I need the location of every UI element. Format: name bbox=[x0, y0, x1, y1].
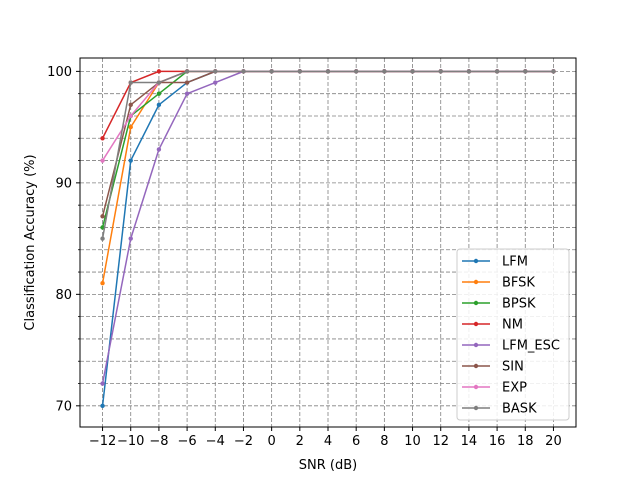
legend-item: BFSK bbox=[462, 276, 535, 291]
data-point bbox=[156, 69, 162, 74]
legend-item: SIN bbox=[462, 360, 524, 375]
x-tick-label: 14 bbox=[461, 434, 478, 449]
x-tick-label: 12 bbox=[432, 434, 449, 449]
y-tick-label: 70 bbox=[55, 399, 72, 414]
legend-item: BASK bbox=[462, 402, 537, 417]
legend-item: EXP bbox=[462, 381, 527, 396]
data-point bbox=[184, 91, 190, 96]
y-tick-label: 90 bbox=[55, 176, 72, 191]
data-point bbox=[410, 69, 415, 74]
data-point bbox=[156, 102, 162, 108]
data-point bbox=[100, 280, 105, 286]
y-tick-label: 100 bbox=[47, 65, 72, 80]
data-point bbox=[184, 80, 190, 85]
data-point bbox=[128, 158, 133, 163]
x-tick-label: 20 bbox=[545, 434, 562, 449]
data-point bbox=[156, 91, 162, 96]
legend-label: BPSK bbox=[502, 297, 536, 312]
legend-swatch-marker bbox=[473, 279, 479, 285]
data-point bbox=[438, 69, 443, 74]
grid bbox=[80, 58, 576, 427]
legend-swatch-marker bbox=[473, 405, 479, 411]
legend-item: LFM bbox=[462, 255, 528, 270]
data-point bbox=[156, 80, 162, 85]
x-tick-label: −10 bbox=[117, 434, 144, 449]
x-tick-label: 18 bbox=[517, 434, 534, 449]
legend-item: NM bbox=[462, 318, 523, 333]
data-point bbox=[128, 102, 133, 108]
legend-label: EXP bbox=[502, 381, 527, 396]
x-tick-label: 0 bbox=[267, 434, 275, 449]
x-tick-label: 10 bbox=[404, 434, 421, 449]
legend-swatch-marker bbox=[473, 363, 479, 369]
legend-label: NM bbox=[502, 318, 523, 333]
legend-swatch-marker bbox=[473, 321, 479, 327]
data-point bbox=[382, 69, 387, 74]
data-point bbox=[100, 381, 105, 386]
legend-label: LFM bbox=[502, 255, 528, 270]
data-point bbox=[466, 69, 472, 74]
data-point bbox=[128, 124, 133, 130]
y-axis-ticks: 70 80 90 100 bbox=[47, 65, 80, 414]
x-tick-label: 16 bbox=[489, 434, 506, 449]
data-point bbox=[241, 69, 246, 74]
legend-label: SIN bbox=[502, 360, 524, 375]
data-point bbox=[494, 69, 500, 74]
x-tick-label: 8 bbox=[380, 434, 388, 449]
data-point bbox=[184, 69, 190, 74]
data-point bbox=[100, 158, 105, 163]
legend-frame bbox=[456, 248, 570, 421]
data-point bbox=[269, 69, 274, 74]
legend-label: LFM_ESC bbox=[502, 339, 560, 354]
legend-swatch-marker bbox=[473, 258, 479, 264]
series-bask bbox=[100, 69, 556, 241]
x-axis-ticks: −12 −10 −8 −6 −4 −2 0 2 4 6 8 10 12 14 16 18 20 bbox=[89, 427, 562, 449]
data-point bbox=[128, 113, 133, 119]
y-tick-label: 80 bbox=[55, 288, 72, 303]
data-point bbox=[100, 214, 105, 219]
x-tick-label: −4 bbox=[206, 434, 225, 449]
x-axis-label: SNR (dB) bbox=[299, 458, 357, 473]
data-point bbox=[100, 403, 105, 409]
data-point bbox=[213, 69, 218, 74]
series-group bbox=[100, 69, 556, 409]
x-tick-label: −2 bbox=[234, 434, 253, 449]
legend-label: BFSK bbox=[502, 276, 535, 291]
x-tick-label: −8 bbox=[149, 434, 168, 449]
legend-label: BASK bbox=[502, 402, 537, 417]
data-point bbox=[523, 69, 528, 74]
data-point bbox=[325, 69, 331, 74]
data-point bbox=[128, 80, 133, 85]
x-tick-label: 6 bbox=[352, 434, 360, 449]
x-tick-label: 2 bbox=[296, 434, 304, 449]
legend-swatch-marker bbox=[473, 384, 479, 390]
data-point bbox=[353, 69, 359, 74]
legend-swatch-marker bbox=[473, 300, 479, 306]
legend-item: BPSK bbox=[462, 297, 536, 312]
data-point bbox=[213, 80, 218, 85]
data-point bbox=[156, 147, 162, 152]
data-point bbox=[100, 136, 105, 141]
y-axis-label: Classification Accuracy (%) bbox=[23, 154, 38, 330]
legend-swatch-marker bbox=[473, 342, 479, 348]
data-point bbox=[128, 236, 133, 241]
data-point bbox=[551, 69, 556, 74]
legend: LFM BFSK BPSK NM LFM_ESC SIN EXP BASK bbox=[456, 248, 570, 421]
legend-item: LFM_ESC bbox=[462, 339, 560, 354]
x-tick-label: −12 bbox=[89, 434, 116, 449]
x-tick-label: −6 bbox=[178, 434, 197, 449]
data-point bbox=[100, 236, 105, 241]
data-point bbox=[297, 69, 303, 74]
x-tick-label: 4 bbox=[324, 434, 332, 449]
